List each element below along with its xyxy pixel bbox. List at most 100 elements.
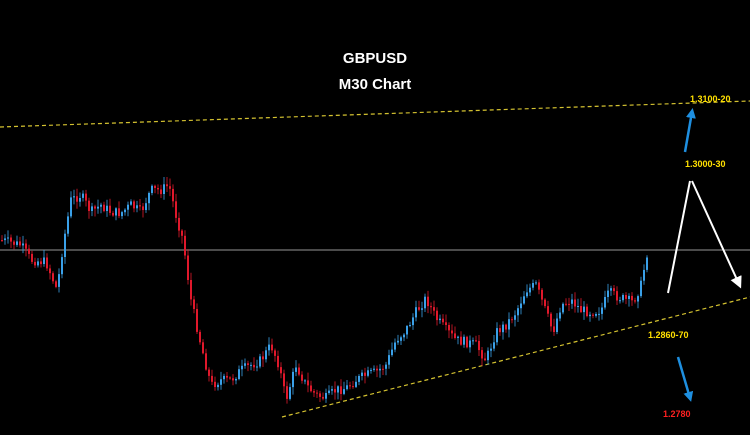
level-label-resistance: 1.3000-30	[685, 159, 726, 169]
candle-body-74	[223, 375, 225, 380]
candle-body-94	[283, 373, 285, 387]
candle-body-136	[409, 325, 411, 326]
candle-body-109	[328, 390, 330, 393]
candle-body-27	[82, 193, 84, 198]
candle-body-168	[505, 324, 507, 330]
candle-body-76	[229, 377, 231, 379]
candle-body-191	[574, 299, 576, 307]
candle-body-208	[625, 295, 627, 299]
candle-body-88	[265, 350, 267, 360]
candle-body-91	[274, 350, 276, 356]
candle-body-72	[217, 384, 219, 388]
candle-body-110	[331, 389, 333, 391]
candle-body-118	[355, 381, 357, 387]
candle-body-46	[139, 205, 141, 207]
candle-body-122	[367, 370, 369, 376]
candle-body-51	[154, 185, 156, 188]
candle-body-2	[7, 237, 9, 239]
candle-body-173	[520, 303, 522, 309]
candle-body-195	[586, 306, 588, 317]
candle-body-107	[322, 396, 324, 399]
candle-body-24	[73, 196, 75, 198]
chart-title-timeframe: M30 Chart	[338, 76, 412, 93]
scenario-arrow-up-white	[667, 180, 691, 294]
candle-body-100	[301, 374, 303, 381]
candle-body-148	[445, 322, 447, 325]
candle-body-29	[88, 200, 90, 211]
candle-body-86	[259, 356, 261, 367]
candle-body-39	[118, 208, 120, 217]
candle-body-26	[79, 198, 81, 202]
candle-body-85	[256, 366, 258, 368]
candle-body-140	[421, 308, 423, 310]
candle-body-43	[130, 201, 132, 205]
candle-body-40	[121, 212, 123, 217]
candle-body-62	[187, 255, 189, 280]
candle-body-155	[466, 336, 468, 348]
candle-body-207	[622, 295, 624, 301]
candle-body-19	[58, 274, 60, 287]
candle-body-135	[406, 326, 408, 335]
candle-body-215	[646, 257, 648, 270]
candle-body-164	[493, 342, 495, 349]
candle-body-139	[418, 307, 420, 310]
candle-body-125	[376, 368, 378, 371]
candle-body-89	[268, 344, 270, 351]
candle-body-171	[514, 315, 516, 320]
candle-body-159	[478, 340, 480, 351]
candle-body-28	[85, 193, 87, 201]
candle-body-71	[214, 381, 216, 387]
candle-body-21	[64, 233, 66, 257]
candlestick-series	[1, 177, 648, 404]
candle-body-143	[430, 306, 432, 308]
candle-body-206	[619, 300, 621, 302]
candle-body-188	[565, 303, 567, 305]
candle-body-157	[472, 340, 474, 342]
candle-body-23	[70, 197, 72, 217]
candle-body-70	[211, 375, 213, 382]
candle-body-68	[205, 353, 207, 370]
candle-body-201	[604, 297, 606, 308]
candle-body-129	[388, 355, 390, 365]
candle-body-69	[208, 369, 210, 376]
candle-body-25	[76, 196, 78, 202]
candle-body-178	[535, 282, 537, 284]
candle-body-123	[370, 369, 372, 371]
candle-body-113	[340, 386, 342, 394]
candle-body-4	[13, 241, 15, 245]
candle-body-169	[508, 319, 510, 330]
candle-body-117	[352, 386, 354, 388]
upper-trendline	[0, 100, 750, 128]
candle-body-0	[1, 240, 3, 241]
candle-body-77	[232, 378, 234, 381]
candle-body-183	[550, 313, 552, 327]
candle-body-194	[583, 306, 585, 313]
candle-body-128	[385, 364, 387, 369]
candle-body-53	[160, 189, 162, 195]
candle-body-7	[22, 243, 24, 246]
candle-body-58	[175, 201, 177, 218]
candle-body-16	[49, 268, 51, 274]
candle-body-81	[244, 363, 246, 366]
candle-body-31	[94, 206, 96, 209]
candle-body-120	[361, 372, 363, 376]
candle-body-93	[280, 367, 282, 374]
candle-body-162	[487, 350, 489, 361]
candle-body-59	[178, 217, 180, 231]
candle-body-106	[319, 393, 321, 397]
candle-body-54	[163, 184, 165, 194]
candle-body-154	[463, 336, 465, 345]
candle-body-102	[307, 380, 309, 386]
candle-body-167	[502, 324, 504, 333]
candle-body-149	[448, 325, 450, 331]
lower-trendline	[281, 296, 750, 418]
candle-body-156	[469, 340, 471, 348]
candle-body-83	[250, 364, 252, 366]
candle-body-65	[196, 309, 198, 332]
candle-body-189	[568, 303, 570, 305]
candle-body-92	[277, 355, 279, 368]
candle-body-124	[373, 368, 375, 370]
candle-body-80	[241, 365, 243, 370]
